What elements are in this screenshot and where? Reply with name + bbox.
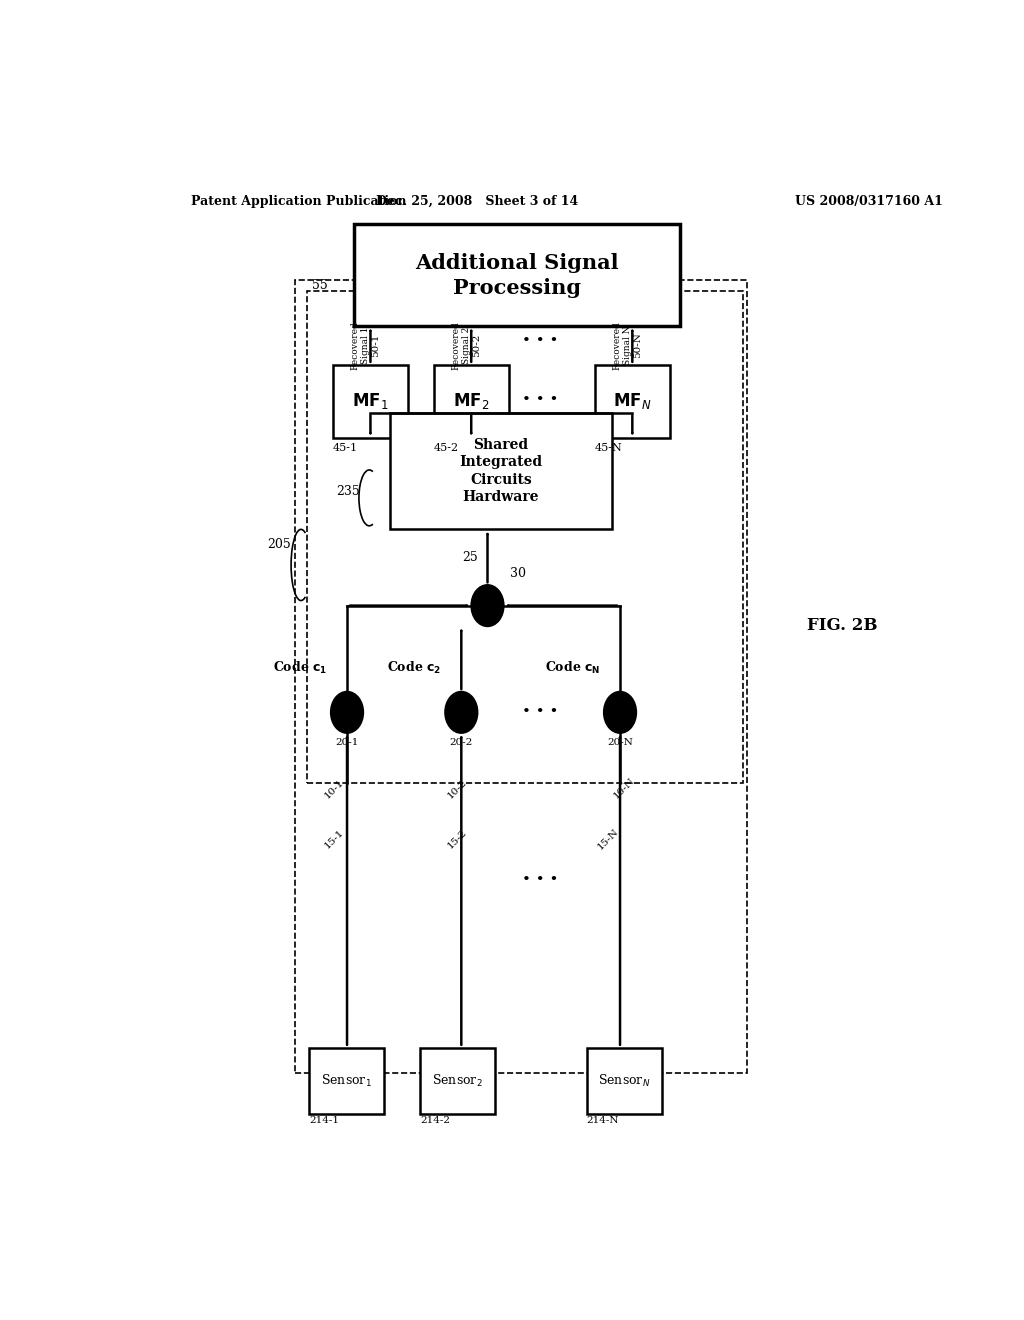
Text: 20-1: 20-1 xyxy=(335,738,358,747)
Text: 214-N: 214-N xyxy=(587,1115,620,1125)
Text: Additional Signal
Processing: Additional Signal Processing xyxy=(415,253,618,298)
Text: • • •: • • • xyxy=(522,393,559,408)
Text: Sensor$_N$: Sensor$_N$ xyxy=(598,1073,650,1089)
Text: Recovered
Signal 1: Recovered Signal 1 xyxy=(350,321,370,370)
Circle shape xyxy=(445,692,477,733)
Text: 20-N: 20-N xyxy=(607,738,633,747)
Text: Sensor$_1$: Sensor$_1$ xyxy=(322,1073,372,1089)
Text: 45-1: 45-1 xyxy=(333,444,357,453)
Text: 10-N: 10-N xyxy=(612,776,637,801)
Circle shape xyxy=(331,692,362,733)
Text: • • •: • • • xyxy=(522,873,559,887)
Text: Dec. 25, 2008   Sheet 3 of 14: Dec. 25, 2008 Sheet 3 of 14 xyxy=(376,195,579,209)
Circle shape xyxy=(472,585,504,626)
Text: $\mathbf{MF}_N$: $\mathbf{MF}_N$ xyxy=(613,391,651,412)
Text: 45-2: 45-2 xyxy=(433,444,459,453)
Text: 15-2: 15-2 xyxy=(445,828,468,851)
Text: Sensor$_2$: Sensor$_2$ xyxy=(432,1073,483,1089)
Bar xyxy=(420,1048,496,1114)
Bar xyxy=(390,413,612,529)
Text: 214-2: 214-2 xyxy=(420,1115,450,1125)
Text: $\mathbf{MF}_1$: $\mathbf{MF}_1$ xyxy=(352,391,389,412)
Text: US 2008/0317160 A1: US 2008/0317160 A1 xyxy=(795,195,942,209)
Text: Code $\mathbf{c_2}$: Code $\mathbf{c_2}$ xyxy=(387,660,441,676)
Text: Patent Application Publication: Patent Application Publication xyxy=(191,195,407,209)
Text: Recovered
Signal 2: Recovered Signal 2 xyxy=(452,321,471,370)
Bar xyxy=(354,224,680,326)
Text: 20-2: 20-2 xyxy=(450,738,473,747)
Text: 205: 205 xyxy=(267,539,291,552)
Text: $\mathbf{MF}_2$: $\mathbf{MF}_2$ xyxy=(453,391,489,412)
Text: 15-1: 15-1 xyxy=(324,828,346,851)
Text: 15-N: 15-N xyxy=(596,828,621,851)
Text: 50-1: 50-1 xyxy=(372,334,381,358)
Text: Code $\mathbf{c_1}$: Code $\mathbf{c_1}$ xyxy=(272,660,328,676)
Bar xyxy=(595,364,670,438)
Text: 10-2: 10-2 xyxy=(445,777,468,800)
Bar xyxy=(333,364,409,438)
Text: • • •: • • • xyxy=(522,334,559,348)
Bar xyxy=(295,280,748,1073)
Text: 55: 55 xyxy=(312,279,328,292)
Text: 25: 25 xyxy=(462,550,478,564)
Text: FIG. 2B: FIG. 2B xyxy=(807,618,877,635)
Text: 30: 30 xyxy=(510,568,525,581)
Circle shape xyxy=(604,692,636,733)
Text: 235: 235 xyxy=(336,486,359,498)
Text: 50-N: 50-N xyxy=(634,333,642,358)
Bar xyxy=(309,1048,384,1114)
Text: 214-1: 214-1 xyxy=(309,1115,339,1125)
Text: 10-1: 10-1 xyxy=(324,777,346,800)
Text: Shared
Integrated
Circuits
Hardware: Shared Integrated Circuits Hardware xyxy=(460,438,543,504)
Bar xyxy=(306,290,743,784)
Text: 50-2: 50-2 xyxy=(472,334,481,358)
Bar xyxy=(433,364,509,438)
Text: 45-N: 45-N xyxy=(595,444,623,453)
Text: Code $\mathbf{c_N}$: Code $\mathbf{c_N}$ xyxy=(545,660,600,676)
Text: Recovered
Signal N: Recovered Signal N xyxy=(612,321,632,370)
Text: • • •: • • • xyxy=(522,705,559,719)
Bar xyxy=(587,1048,663,1114)
